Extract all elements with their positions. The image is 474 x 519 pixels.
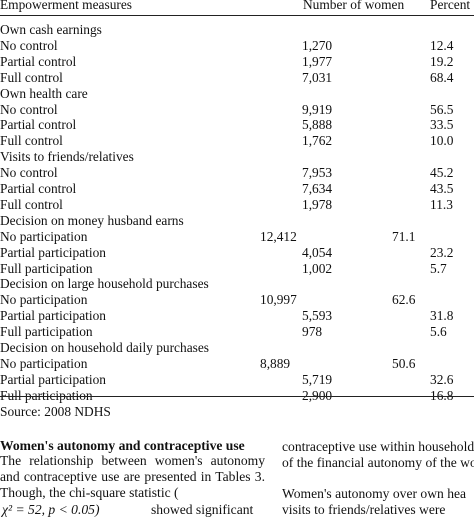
right-line-4: visits to friends/relatives were [282, 502, 446, 517]
table-cell-percent: 43.5 [430, 181, 454, 196]
table-cell-number: 1,978 [302, 196, 333, 212]
table-cell-number: 10,997 [260, 292, 297, 308]
table-cell-percent: 10.0 [430, 133, 454, 149]
body-line-2: and contraceptive use are presented in T… [0, 469, 265, 484]
table-cell-percent: 11.3 [430, 196, 453, 212]
table-cell-number: 1,762 [302, 133, 333, 149]
table-cell-percent: 12.4 [430, 37, 454, 53]
table-row-label: Full participation [0, 387, 93, 403]
table-row-label: No participation [0, 292, 88, 308]
table-cell-number: 9,919 [302, 101, 333, 117]
table-row-label: No control [0, 165, 58, 181]
table-row-label: Full control [0, 196, 63, 212]
table-row-label: Partial control [0, 53, 77, 69]
column-header-number: Number of women [303, 0, 405, 12]
column-header-measures: Empowerment measures [0, 0, 133, 12]
table-section-label: Decision on household daily purchases [0, 340, 209, 355]
table-cell-number: 5,888 [302, 117, 333, 133]
table-source: Source: 2008 NDHS [0, 404, 111, 419]
table-cell-percent: 5.6 [430, 324, 447, 340]
table-cell-number: 4,054 [302, 244, 333, 260]
table-cell-percent: 62.6 [392, 292, 416, 308]
table-cell-number: 978 [302, 324, 323, 340]
table-cell-percent: 71.1 [392, 228, 416, 244]
table-row-label: Partial participation [0, 244, 106, 260]
table-section-label: Decision on large household purchases [0, 276, 209, 292]
table-row-label: Full participation [0, 260, 93, 276]
header-rule [0, 15, 474, 16]
table-cell-number: 1,270 [302, 37, 333, 53]
table-cell-number: 12,412 [260, 228, 297, 244]
right-line-3: Women's autonomy over own hea [282, 486, 467, 501]
table-row-label: Partial control [0, 117, 77, 133]
table-row-label: Partial participation [0, 308, 106, 324]
table-cell-percent: 31.8 [430, 308, 454, 324]
table-row-label: Full control [0, 133, 63, 149]
table-cell-percent: 16.8 [430, 387, 454, 403]
table-row-label: No control [0, 37, 58, 53]
table-bottom-rule [0, 396, 474, 397]
table-row-label: Full participation [0, 324, 93, 340]
table-row-label: No participation [0, 228, 88, 244]
table-row-label: Full control [0, 69, 63, 85]
table-cell-number: 7,634 [302, 181, 333, 196]
table-cell-number: 1,002 [302, 260, 333, 276]
table-cell-percent: 33.5 [430, 117, 454, 133]
body-line-3: Though, the chi-square statistic ( [0, 485, 179, 500]
table-row-label: Partial participation [0, 371, 106, 387]
table-cell-percent: 19.2 [430, 53, 454, 69]
table-cell-percent: 32.6 [430, 371, 454, 387]
table-row-label: No participation [0, 355, 88, 371]
table-cell-percent: 45.2 [430, 165, 454, 181]
column-header-percent: Percent [430, 0, 471, 12]
table-cell-percent: 68.4 [430, 69, 454, 85]
table-cell-percent: 56.5 [430, 101, 454, 117]
table-cell-percent: 5.7 [430, 260, 447, 276]
right-line-1: contraceptive use within household [282, 439, 474, 454]
table-section-label: Visits to friends/relatives [0, 149, 134, 165]
table-cell-number: 8,889 [260, 355, 291, 371]
table-cell-number: 5,593 [302, 308, 333, 324]
right-line-2: of the financial autonomy of the wo [282, 455, 474, 470]
body-line-4: showed significant [151, 502, 254, 517]
table-cell-number: 5,719 [302, 371, 333, 387]
table-cell-percent: 23.2 [430, 244, 454, 260]
body-line-1: The relationship between women's autonom… [0, 453, 265, 468]
table-cell-number: 1,977 [302, 53, 333, 69]
table-cell-number: 7,953 [302, 165, 333, 181]
table-section-label: Own cash earnings [0, 22, 102, 37]
table-cell-percent: 50.6 [392, 355, 416, 371]
table-cell-number: 7,031 [302, 69, 333, 85]
chi-square-math: χ² = 52, p < 0.05) [2, 502, 100, 517]
table-section-label: Own health care [0, 85, 88, 101]
table-row-label: Partial control [0, 181, 77, 196]
section-heading: Women's autonomy and contraceptive use [0, 438, 245, 453]
table-row-label: No control [0, 101, 58, 117]
table-section-label: Decision on money husband earns [0, 212, 184, 228]
table-cell-number: 2,900 [302, 387, 333, 403]
